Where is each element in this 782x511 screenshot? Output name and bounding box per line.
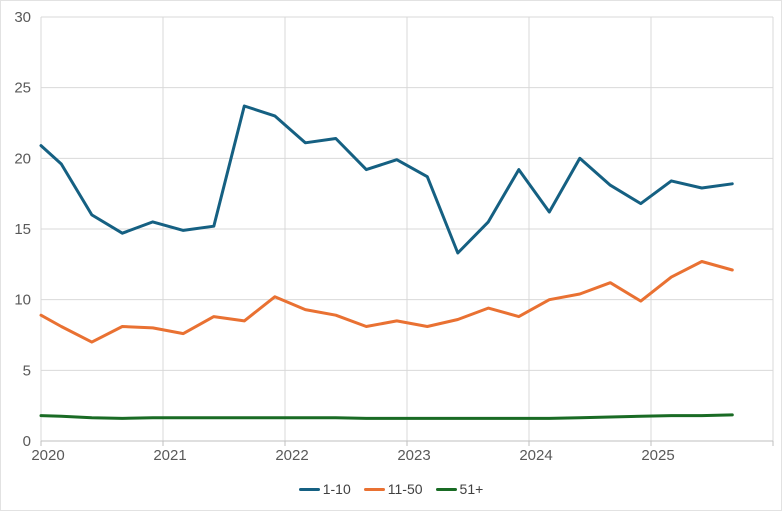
legend-item-51plus: 51+ xyxy=(435,481,484,497)
x-axis-tick-label: 2022 xyxy=(275,447,308,464)
x-axis-tick-label: 2020 xyxy=(31,447,64,464)
y-axis-tick-label: 25 xyxy=(14,80,31,97)
legend-label: 11-50 xyxy=(387,481,423,497)
series-line-1-10 xyxy=(39,104,734,255)
x-axis-tick-label: 2023 xyxy=(397,447,430,464)
x-axis-tick-label: 2025 xyxy=(641,447,674,464)
legend-label: 1-10 xyxy=(322,481,351,497)
legend-item-11-50: 11-50 xyxy=(363,481,423,497)
legend-line-swatch-icon xyxy=(435,487,457,491)
legend-line-swatch-icon xyxy=(363,487,385,491)
y-axis-tick-label: 15 xyxy=(14,221,31,238)
y-axis-tick-label: 0 xyxy=(23,433,31,450)
series-line-51+ xyxy=(39,413,734,420)
chart-legend: 1-10 11-50 51+ xyxy=(1,482,781,496)
legend-line-swatch-icon xyxy=(298,487,320,491)
x-axis-tick-label: 2021 xyxy=(153,447,186,464)
y-axis-tick-label: 30 xyxy=(14,9,31,26)
y-axis-tick-label: 10 xyxy=(14,292,31,309)
legend-item-1-10: 1-10 xyxy=(298,481,351,497)
y-axis-tick-label: 5 xyxy=(23,362,31,379)
y-axis-tick-label: 20 xyxy=(14,150,31,167)
x-axis-tick-label: 2024 xyxy=(519,447,552,464)
legend-label: 51+ xyxy=(459,481,484,497)
series-line-11-50 xyxy=(39,260,734,344)
